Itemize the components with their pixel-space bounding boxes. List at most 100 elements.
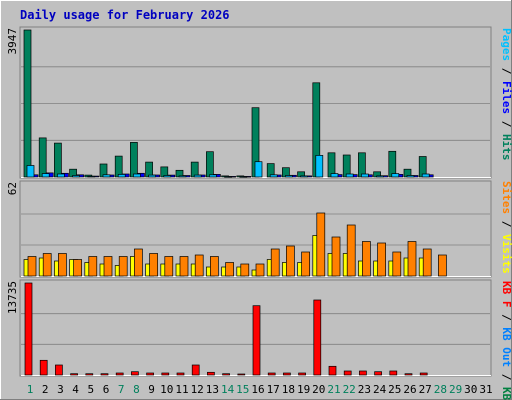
panel-top: 3947 [6, 26, 492, 179]
bar-pages-day-7 [117, 174, 126, 178]
bar-sites-day-21 [331, 236, 341, 277]
bar-pages-day-25 [391, 173, 400, 178]
bar-sites-day-11 [179, 256, 189, 277]
x-label-day-14: 14 [221, 383, 235, 396]
bar-pages-day-2 [41, 173, 50, 178]
bar-kb-f-day-18 [283, 372, 291, 376]
bar-pages-day-8 [133, 173, 141, 178]
legend-middle: Sites / Visits [500, 181, 512, 274]
bar-sites-day-27 [422, 248, 432, 277]
bar-pages-day-3 [57, 173, 65, 178]
legend-part: / [500, 367, 512, 387]
x-label-day-10: 10 [160, 383, 173, 396]
panel-middle: 62 [6, 180, 492, 278]
x-label-day-12: 12 [191, 383, 204, 396]
chart-title: Daily usage for February 2026 [20, 8, 230, 22]
x-axis-day-labels: 1 2 3 4 5 6 7 8 9 10 11 12 13 14 15 16 17 18 19 20 21 22 23 24 2… [27, 383, 493, 396]
bar-pages-day-13 [209, 174, 217, 178]
bar-sites-day-5 [88, 256, 98, 277]
bar-hits-day-13 [206, 151, 214, 178]
bar-kb-f-day-14 [222, 373, 230, 376]
x-label-day-2: 2 [42, 383, 49, 396]
x-label-day-26: 26 [403, 383, 416, 396]
bar-kb-f-day-13 [207, 371, 215, 376]
bar-pages-day-26 [406, 175, 415, 178]
bar-kb-f-day-27 [419, 372, 428, 376]
bar-kb-f-day-6 [100, 373, 109, 376]
bar-hits-day-8 [130, 142, 138, 178]
bar-sites-day-8 [134, 248, 143, 277]
x-label-day-27: 27 [419, 383, 432, 396]
bar-kb-f-day-12 [191, 364, 200, 376]
bar-pages-day-19 [300, 175, 308, 178]
bar-kb-f-day-25 [389, 370, 398, 376]
bar-sites-day-26 [407, 241, 417, 277]
x-label-day-20: 20 [312, 383, 325, 396]
bar-sites-day-10 [164, 256, 174, 277]
x-label-day-21: 21 [327, 383, 340, 396]
bar-sites-day-2 [42, 253, 52, 277]
panel-bottom: 13735 [6, 279, 492, 377]
x-label-day-11: 11 [175, 383, 188, 396]
legend-bottom: KB F / KB Out / KB In [500, 281, 512, 400]
bar-sites-day-25 [392, 251, 402, 277]
x-label-day-1: 1 [27, 383, 34, 396]
legend-part: Sites [500, 181, 512, 214]
legend-part: / [500, 61, 512, 81]
bar-kb-f-day-11 [176, 372, 185, 376]
bar-pages-day-20 [315, 155, 324, 178]
bar-hits-day-2 [38, 137, 47, 178]
bar-pages-day-14 [224, 176, 232, 178]
panel-bottom-bars [24, 282, 428, 376]
bar-kb-f-day-21 [328, 365, 337, 376]
bar-kb-f-day-23 [359, 370, 367, 376]
bar-pages-day-22 [345, 173, 354, 178]
bar-sites-day-1 [27, 256, 37, 277]
bar-kb-f-day-4 [70, 373, 78, 376]
x-label-day-15: 15 [236, 383, 249, 396]
bar-pages-day-21 [330, 173, 339, 178]
bar-sites-day-23 [362, 241, 371, 277]
bar-kb-f-day-9 [146, 372, 154, 376]
bar-pages-day-5 [87, 175, 96, 178]
x-label-day-24: 24 [373, 383, 387, 396]
x-label-day-28: 28 [434, 383, 447, 396]
bar-sites-day-4 [73, 259, 82, 277]
panel-middle-ymax-label: 62 [6, 182, 19, 195]
bar-pages-day-1 [26, 165, 35, 178]
bar-kb-f-day-8 [131, 371, 139, 376]
bar-pages-day-12 [193, 174, 202, 178]
bar-kb-f-day-16 [252, 305, 261, 376]
bar-pages-day-24 [376, 175, 384, 178]
bar-pages-day-17 [269, 174, 278, 178]
bar-sites-day-28 [438, 254, 447, 277]
bar-sites-day-3 [58, 253, 67, 277]
x-label-day-8: 8 [133, 383, 140, 396]
x-label-day-25: 25 [388, 383, 401, 396]
bar-kb-f-day-3 [55, 364, 63, 376]
panel-bottom-ymax-label: 13735 [6, 281, 19, 314]
bar-sites-day-16 [255, 263, 265, 277]
bar-hits-day-23 [358, 152, 366, 178]
bar-sites-day-19 [301, 251, 310, 277]
bar-sites-day-7 [118, 256, 128, 277]
legend-part: / [500, 308, 512, 328]
legend-part: Files [500, 81, 512, 114]
legend-part: Pages [500, 28, 512, 61]
bar-sites-day-12 [194, 254, 204, 277]
legend-part: / [500, 214, 512, 234]
bar-kb-f-day-17 [267, 372, 276, 376]
bar-kb-f-day-7 [115, 372, 124, 376]
x-label-day-29: 29 [449, 383, 462, 396]
legend-part: / [500, 114, 512, 134]
bar-kb-f-day-20 [313, 299, 322, 376]
bar-sites-day-24 [377, 242, 386, 277]
x-label-day-16: 16 [251, 383, 264, 396]
x-label-day-18: 18 [282, 383, 295, 396]
bar-hits-day-25 [388, 150, 397, 178]
bar-kb-f-day-24 [374, 371, 382, 376]
bar-pages-day-9 [148, 174, 156, 178]
legend-part: KB In [500, 387, 512, 400]
bar-kb-f-day-22 [343, 370, 352, 376]
